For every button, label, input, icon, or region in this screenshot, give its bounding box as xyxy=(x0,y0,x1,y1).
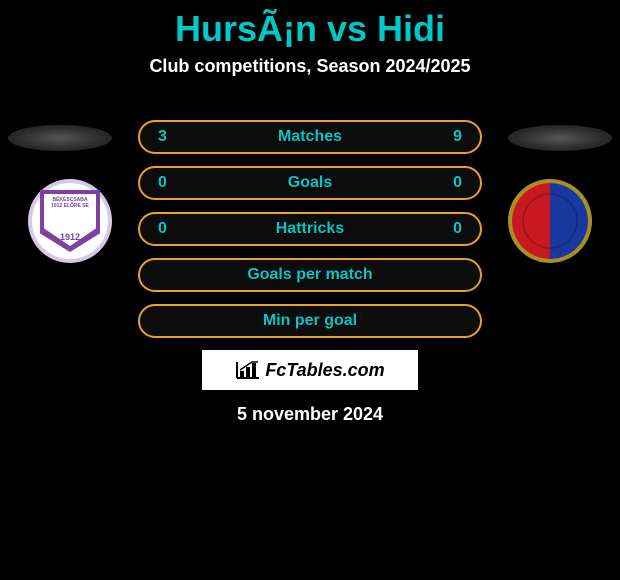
page-subtitle: Club competitions, Season 2024/2025 xyxy=(0,56,620,77)
team-badge-right-ring xyxy=(508,179,592,263)
fctables-label: FcTables.com xyxy=(265,360,384,381)
stat-hattricks-left: 0 xyxy=(158,220,178,238)
stat-hattricks-label: Hattricks xyxy=(140,220,480,238)
stat-hattricks-right: 0 xyxy=(442,220,462,238)
stat-matches-label: Matches xyxy=(140,128,480,146)
stat-row-matches: 3 Matches 9 xyxy=(138,120,482,154)
stat-goals-label: Goals xyxy=(140,174,480,192)
stat-mpg-label: Min per goal xyxy=(140,312,480,330)
team-badge-left-shield: BÉKÉSCSABA1912 ELŐRE SE xyxy=(40,190,100,252)
player-right-shadow xyxy=(508,125,612,151)
team-badge-right xyxy=(508,179,592,263)
stat-matches-right: 9 xyxy=(442,128,462,146)
player-left-shadow xyxy=(8,125,112,151)
stat-goals-left: 0 xyxy=(158,174,178,192)
stats-column: 3 Matches 9 0 Goals 0 0 Hattricks 0 Goal… xyxy=(138,120,482,425)
bar-chart-icon xyxy=(235,360,261,380)
date-label: 5 november 2024 xyxy=(138,404,482,425)
stat-matches-left: 3 xyxy=(158,128,178,146)
fctables-watermark: FcTables.com xyxy=(202,350,418,390)
stat-gpm-label: Goals per match xyxy=(140,266,480,284)
team-badge-left-text: BÉKÉSCSABA1912 ELŐRE SE xyxy=(40,198,100,209)
stat-row-goals: 0 Goals 0 xyxy=(138,166,482,200)
stat-goals-right: 0 xyxy=(442,174,462,192)
team-badge-left: BÉKÉSCSABA1912 ELŐRE SE xyxy=(28,179,112,263)
stat-row-hattricks: 0 Hattricks 0 xyxy=(138,212,482,246)
stat-row-goals-per-match: Goals per match xyxy=(138,258,482,292)
page-title: HursÃ¡n vs Hidi xyxy=(0,0,620,56)
stat-row-min-per-goal: Min per goal xyxy=(138,304,482,338)
